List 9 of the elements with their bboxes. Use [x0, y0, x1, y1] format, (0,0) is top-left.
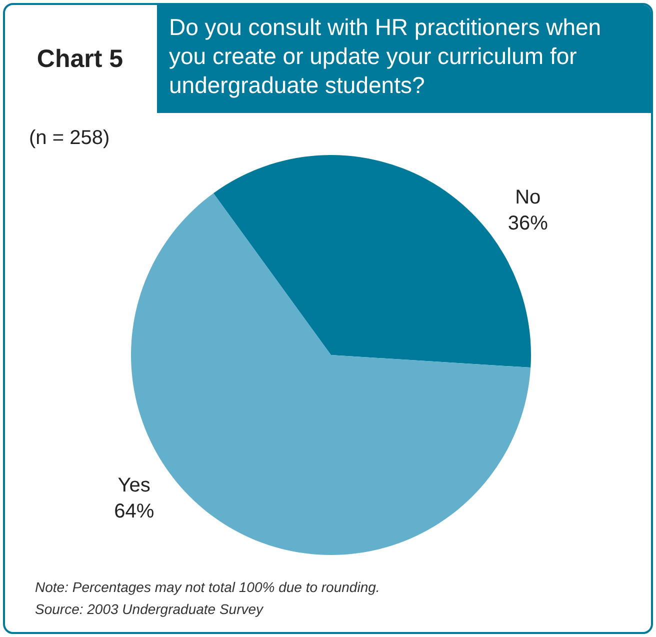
caption: Chart 5: [36, 44, 124, 74]
data-label: 64%: [114, 500, 154, 523]
data-label: 36%: [508, 212, 548, 234]
chart-title: Do you consult with HR practitioners when you create or update your curriculum for undergraduate students?: [157, 5, 651, 113]
slice-label: No: [515, 186, 541, 208]
slice-label: Yes: [118, 474, 150, 497]
source-note: Source: 2003 Undergraduate Survey: [35, 600, 264, 619]
chart-subtitle: (n = 258): [29, 127, 110, 150]
text: Note: Percentages may not total 100% due to rounding.: [35, 578, 380, 597]
